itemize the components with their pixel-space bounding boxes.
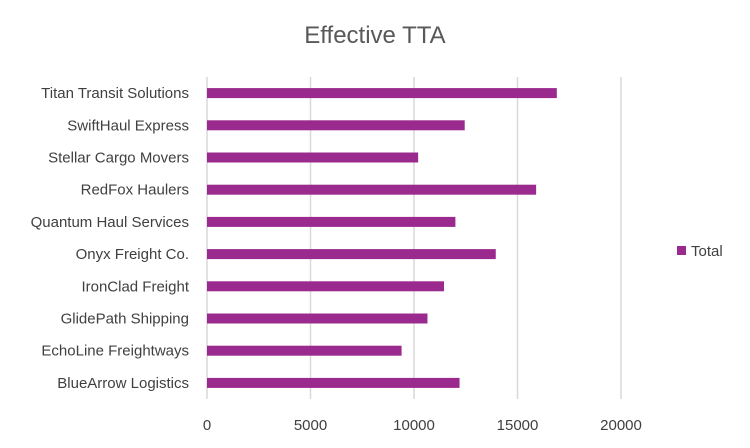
category-labels: BlueArrow Logistics EchoLine Freightways G… (31, 85, 190, 392)
x-tick-labels: 0 5000 10000 15000 20000 (203, 417, 642, 434)
category-label: Quantum Haul Services (31, 214, 189, 231)
category-label: GlidePath Shipping (61, 311, 189, 328)
bars (207, 88, 557, 388)
bar (207, 120, 465, 131)
category-label: EchoLine Freightways (41, 343, 189, 360)
legend-swatch-total (677, 246, 686, 255)
x-tick-label: 10000 (393, 417, 435, 434)
x-tick-label: 0 (203, 417, 211, 434)
x-tick-label: 20000 (600, 417, 642, 434)
x-tick-label: 5000 (294, 417, 327, 434)
bar (207, 249, 496, 260)
category-label: Stellar Cargo Movers (48, 150, 189, 167)
category-label: Titan Transit Solutions (41, 85, 189, 102)
legend-label-total: Total (691, 243, 723, 260)
category-label: IronClad Freight (81, 278, 189, 295)
bar (207, 377, 460, 388)
category-label: BlueArrow Logistics (57, 375, 189, 392)
bar (207, 184, 537, 195)
gridlines (206, 77, 622, 399)
bar (207, 152, 419, 163)
category-label: RedFox Haulers (81, 182, 189, 199)
category-label: Onyx Freight Co. (76, 246, 189, 263)
bar (207, 345, 402, 356)
legend: Total (677, 243, 723, 260)
bar (207, 88, 557, 99)
bar (207, 313, 428, 324)
category-label: SwiftHaul Express (67, 117, 189, 134)
chart-title: Effective TTA (304, 22, 445, 49)
bar (207, 281, 445, 292)
bar (207, 216, 456, 227)
x-tick-label: 15000 (497, 417, 539, 434)
